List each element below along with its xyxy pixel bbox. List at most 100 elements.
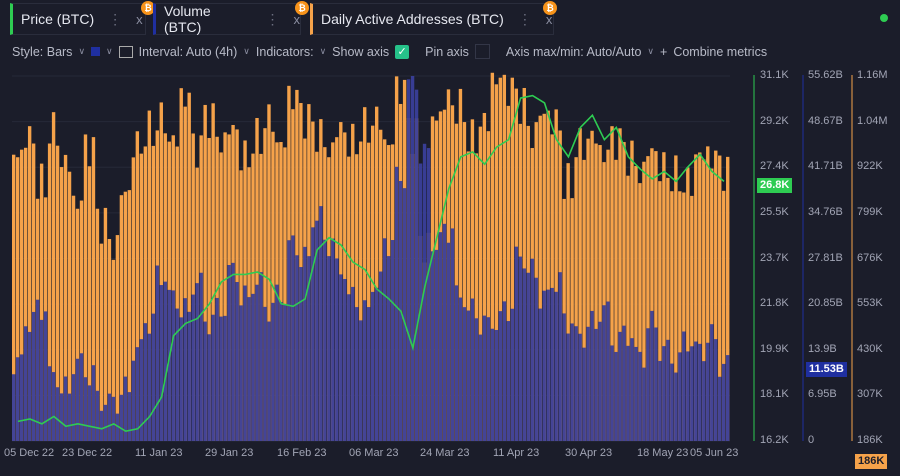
- volume-bar: [426, 148, 431, 441]
- volume-bar: [35, 299, 40, 441]
- volume-axis-tick: 55.62B: [808, 69, 843, 81]
- address-bar: [694, 154, 698, 441]
- volume-bar: [418, 163, 423, 442]
- addresses-axis-tick: 430K: [857, 342, 883, 355]
- addresses-axis-tick: 1.16M: [857, 69, 888, 81]
- address-bar: [466, 151, 471, 441]
- volume-bar: [522, 268, 526, 441]
- address-bar: [143, 146, 148, 441]
- volume-bar: [698, 343, 702, 441]
- volume-bar: [642, 367, 646, 441]
- x-axis-label: 18 May 23: [637, 447, 689, 459]
- addresses-axis-tick: 676K: [857, 251, 883, 264]
- volume-bar: [694, 341, 698, 441]
- close-icon[interactable]: x: [293, 11, 301, 27]
- address-bar: [183, 106, 187, 441]
- x-axis-label: 05 Jun 23: [690, 447, 739, 459]
- volume-bar: [582, 347, 586, 441]
- indicators-select[interactable]: Indicators:: [255, 44, 314, 59]
- volume-bar: [586, 326, 590, 441]
- address-bar: [103, 207, 108, 441]
- volume-bar: [99, 410, 104, 441]
- tab-price[interactable]: Price (BTC) ⋮ x ₿: [10, 1, 155, 35]
- address-bar: [678, 191, 682, 441]
- more-icon[interactable]: ⋮: [517, 10, 532, 27]
- chevron-down-icon[interactable]: ∨: [647, 46, 654, 56]
- address-bar: [594, 143, 598, 441]
- volume-bar: [215, 297, 219, 441]
- address-bar: [351, 123, 355, 441]
- color-swatch[interactable]: [91, 47, 101, 56]
- address-bar: [590, 130, 594, 441]
- chevron-down-icon[interactable]: ∨: [78, 46, 86, 56]
- volume-bar: [722, 363, 726, 441]
- volume-bar: [438, 232, 443, 441]
- address-bar: [474, 153, 479, 442]
- address-bar: [566, 163, 570, 441]
- address-bar: [478, 126, 483, 441]
- address-bar: [614, 159, 618, 441]
- volume-bar: [610, 345, 614, 441]
- volume-bar: [546, 289, 550, 441]
- address-bar: [187, 92, 191, 441]
- address-bar: [674, 155, 678, 441]
- address-bar: [554, 109, 558, 441]
- volume-bar: [55, 387, 60, 441]
- volume-bar: [462, 307, 467, 441]
- volume-bar: [510, 308, 514, 441]
- addresses-axis-tick: 307K: [857, 388, 883, 401]
- address-bar: [95, 208, 100, 441]
- volume-bar: [283, 304, 287, 441]
- volume-bar: [91, 365, 96, 441]
- more-icon[interactable]: ⋮: [265, 10, 280, 27]
- address-bar: [722, 190, 726, 441]
- volume-bar: [626, 345, 630, 441]
- volume-bar: [550, 287, 554, 441]
- volume-bar: [83, 377, 88, 441]
- volume-bar: [562, 313, 566, 441]
- close-icon[interactable]: x: [545, 11, 553, 27]
- tab-label: Daily Active Addresses (BTC): [321, 11, 504, 27]
- address-bar: [39, 163, 44, 441]
- volume-bar: [115, 413, 120, 441]
- chevron-down-icon[interactable]: ∨: [319, 46, 327, 56]
- pin-axis-checkbox[interactable]: [474, 44, 490, 59]
- volume-bar: [155, 265, 159, 441]
- volume-bar: [227, 265, 231, 441]
- volume-bar: [662, 346, 666, 441]
- address-bar: [63, 154, 68, 442]
- volume-bar: [303, 246, 307, 441]
- volume-bar: [650, 310, 654, 441]
- address-bar: [111, 259, 116, 441]
- style-select[interactable]: Style: Bars: [12, 44, 73, 59]
- chevron-down-icon[interactable]: ∨: [243, 46, 250, 56]
- volume-bar: [538, 308, 542, 441]
- interval-select[interactable]: Interval: Auto (4h): [138, 44, 238, 59]
- volume-bar: [87, 385, 92, 441]
- volume-bar: [670, 363, 674, 441]
- tab-label: Price (BTC): [21, 11, 95, 27]
- volume-bar: [446, 242, 451, 441]
- volume-axis-tick: 27.81B: [808, 251, 843, 264]
- tab-addresses[interactable]: Daily Active Addresses (BTC) ⋮ x ₿: [310, 1, 557, 35]
- address-bar: [191, 133, 195, 441]
- axis-maxmin-select[interactable]: Axis max/min: Auto/Auto: [505, 44, 642, 59]
- chevron-down-icon[interactable]: ∨: [106, 46, 113, 56]
- addresses-current-tag: 186K: [855, 454, 888, 469]
- volume-bar: [147, 333, 152, 441]
- volume-bar: [51, 372, 56, 441]
- volume-bar: [470, 298, 475, 441]
- address-bar: [279, 142, 283, 442]
- tab-volume[interactable]: Volume (BTC) ⋮ x ₿: [153, 1, 309, 35]
- volume-bar: [566, 333, 570, 441]
- close-icon[interactable]: x: [136, 11, 143, 27]
- tab-label: Volume (BTC): [164, 3, 211, 35]
- address-bar: [203, 104, 207, 441]
- volume-bar: [514, 246, 518, 441]
- combine-metrics-button[interactable]: Combine metrics: [673, 44, 768, 59]
- show-axis-checkbox[interactable]: ✓: [395, 44, 410, 59]
- volume-bar: [251, 293, 255, 441]
- more-icon[interactable]: ⋮: [108, 10, 123, 27]
- address-bar: [494, 84, 499, 442]
